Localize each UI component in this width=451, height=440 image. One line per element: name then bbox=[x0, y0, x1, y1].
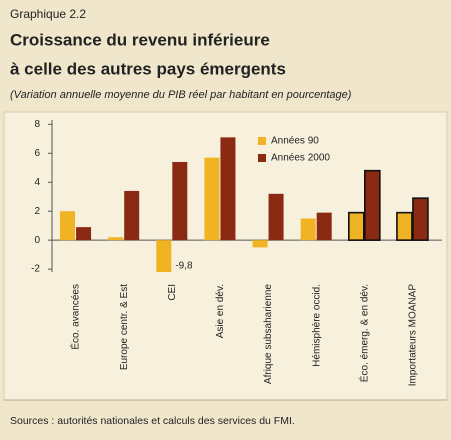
bar bbox=[76, 227, 92, 241]
x-tick-label: CEI bbox=[167, 284, 178, 301]
x-tick-label: Éco. avancées bbox=[69, 284, 82, 350]
bar bbox=[348, 211, 365, 241]
y-tick-label: -2 bbox=[31, 264, 40, 275]
value-label: -9,8 bbox=[175, 261, 193, 272]
x-tick-label: Afrique subsaharienne bbox=[263, 284, 274, 385]
source: Sources : autorités nationales et calcul… bbox=[10, 415, 295, 427]
x-tick-label: Europe centr. & Est bbox=[119, 284, 130, 370]
bar bbox=[396, 211, 413, 241]
y-tick-label: 2 bbox=[34, 206, 40, 217]
bar bbox=[364, 169, 381, 241]
bar bbox=[204, 157, 220, 241]
y-tick-label: 6 bbox=[34, 148, 40, 159]
y-tick-label: 0 bbox=[34, 235, 40, 246]
chart-title: Croissance du revenu inférieure bbox=[10, 30, 270, 49]
chart-title: à celle des autres pays émergents bbox=[10, 59, 286, 78]
x-tick-label: Hémisphère occid. bbox=[311, 284, 322, 367]
bar bbox=[108, 237, 124, 241]
bar bbox=[124, 190, 140, 241]
bar bbox=[268, 193, 284, 241]
chart-label: Graphique 2.2 bbox=[10, 7, 86, 21]
x-tick-label: Importateurs MOANAP bbox=[408, 284, 419, 387]
legend-swatch bbox=[258, 137, 266, 145]
bar bbox=[316, 212, 332, 241]
bar bbox=[60, 211, 76, 241]
legend-swatch bbox=[258, 154, 266, 162]
bar bbox=[300, 218, 316, 241]
x-tick-label: Asie en dév. bbox=[215, 284, 226, 338]
legend-label: Années 2000 bbox=[271, 153, 330, 164]
chart-subtitle: (Variation annuelle moyenne du PIB réel … bbox=[10, 89, 352, 101]
bar bbox=[252, 240, 268, 248]
y-tick-label: 4 bbox=[34, 177, 40, 188]
y-tick-label: 8 bbox=[34, 119, 40, 130]
x-tick-label: Éco. émerg. & en dév. bbox=[357, 284, 370, 382]
legend-label: Années 90 bbox=[271, 136, 319, 147]
bar bbox=[172, 161, 188, 241]
bar bbox=[220, 137, 236, 241]
bar bbox=[156, 240, 172, 272]
bar bbox=[412, 197, 429, 241]
bars bbox=[60, 137, 429, 272]
